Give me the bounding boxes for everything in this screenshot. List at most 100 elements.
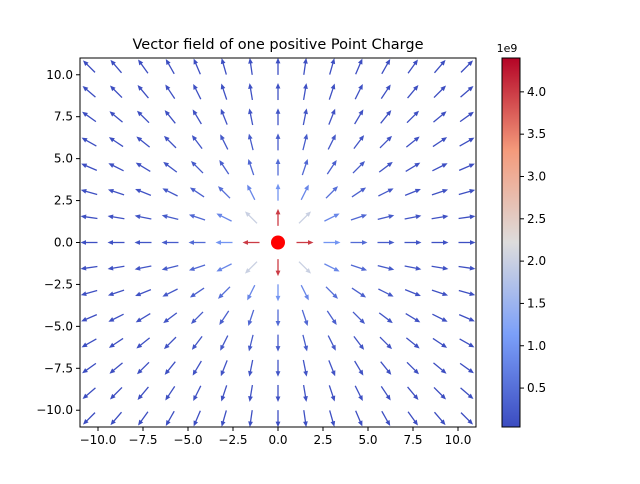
field-arrow [433, 85, 447, 99]
field-arrow [355, 58, 363, 75]
field-arrow [135, 162, 151, 172]
field-arrow [192, 109, 202, 125]
field-arrow [460, 86, 474, 98]
field-arrow [164, 361, 176, 375]
field-arrow [458, 214, 476, 220]
x-tick-label: 7.5 [403, 433, 422, 447]
field-arrow [80, 189, 98, 196]
field-arrow [110, 411, 123, 426]
field-arrow [379, 135, 393, 149]
field-arrow [107, 214, 125, 220]
field-arrow [354, 385, 363, 402]
field-arrow [381, 59, 391, 75]
field-arrow [108, 313, 124, 322]
field-arrow [136, 361, 150, 375]
field-arrow [303, 57, 308, 75]
field-arrow [460, 60, 474, 73]
y-tick-label: 2.5 [54, 194, 73, 208]
field-arrow [247, 309, 255, 327]
field-arrow [459, 362, 474, 374]
y-tick-label: 5.0 [54, 152, 73, 166]
field-arrow [136, 337, 151, 349]
field-arrow [460, 412, 474, 425]
field-arrow [460, 387, 474, 399]
field-arrow [163, 135, 177, 149]
field-arrow [80, 214, 98, 220]
field-arrow [298, 211, 312, 224]
field-arrow [378, 288, 394, 297]
field-arrow [247, 284, 256, 301]
field-arrow [188, 240, 206, 245]
field-arrow [431, 240, 449, 245]
x-tick-label: −7.5 [128, 433, 157, 447]
field-arrow [217, 286, 231, 299]
x-tick-label: −5.0 [173, 433, 202, 447]
colorbar-tick-label: 3.0 [527, 169, 546, 183]
y-tick-label: 7.5 [54, 110, 73, 124]
field-arrow [138, 411, 149, 426]
field-arrow [350, 214, 368, 221]
field-arrow [405, 162, 421, 172]
field-arrow [328, 108, 336, 125]
field-arrow [248, 108, 254, 126]
field-arrow [138, 59, 149, 74]
field-arrow [352, 311, 366, 324]
field-arrow [275, 183, 281, 201]
field-arrow [220, 385, 228, 402]
field-arrow [220, 58, 227, 75]
x-axis: −10.0 −7.5 −5.0 −2.5 0.0 2.5 5.0 7.5 10.0 [80, 427, 471, 447]
colorbar-tick-label: 3.5 [527, 127, 546, 141]
field-arrow [80, 240, 98, 245]
field-arrow [354, 109, 364, 125]
field-arrow [193, 385, 202, 402]
field-arrow [107, 289, 125, 297]
point-charge-marker [271, 235, 285, 250]
colorbar-tick-label: 1.0 [527, 339, 546, 353]
y-tick-label: −10.0 [36, 403, 73, 417]
field-arrow [303, 410, 308, 428]
field-arrow [82, 412, 96, 425]
field-arrow [302, 384, 308, 402]
field-arrow [161, 240, 179, 245]
field-arrow [433, 362, 447, 374]
field-arrow [275, 334, 281, 352]
field-arrow [404, 214, 422, 220]
field-arrow [80, 265, 98, 271]
x-tick-label: −2.5 [218, 433, 247, 447]
field-arrow [81, 338, 97, 348]
field-arrow [220, 360, 228, 377]
field-arrow [458, 163, 475, 171]
field-arrow [458, 265, 476, 271]
colorbar [501, 57, 521, 428]
field-arrow [220, 134, 229, 150]
field-arrow [324, 263, 340, 272]
field-arrow [110, 59, 123, 74]
field-arrow [407, 411, 418, 426]
field-arrow [161, 214, 179, 221]
field-arrow [302, 359, 308, 377]
field-arrow [82, 60, 96, 73]
field-arrow [107, 265, 125, 271]
field-arrow [247, 133, 254, 151]
field-arrow [458, 314, 475, 322]
field-arrow [244, 211, 258, 224]
field-arrow [325, 286, 339, 299]
field-arrow [134, 265, 152, 271]
y-tick-label: −2.5 [44, 277, 73, 291]
field-arrow [350, 264, 368, 271]
field-arrow [82, 111, 97, 123]
field-arrow [107, 188, 125, 196]
field-arrow [328, 360, 336, 377]
colorbar-exponent-label: 1e9 [497, 42, 518, 55]
field-arrow [301, 158, 309, 176]
field-arrow [220, 108, 228, 125]
field-arrow [324, 213, 340, 222]
field-arrow [380, 361, 392, 375]
field-arrow [135, 313, 151, 323]
field-arrow [247, 184, 256, 201]
x-tick-label: −10.0 [80, 433, 117, 447]
field-arrow [109, 386, 123, 400]
field-arrow [217, 186, 231, 199]
field-arrow [378, 161, 393, 173]
